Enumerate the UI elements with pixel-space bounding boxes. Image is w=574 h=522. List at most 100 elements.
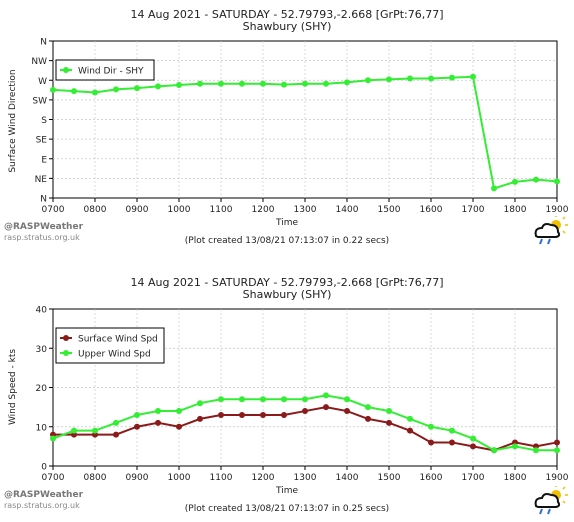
data-point (344, 408, 350, 415)
x-tick-label: 1700 (462, 205, 485, 215)
x-tick-label: 0700 (42, 473, 65, 483)
y-tick-label: 10 (36, 423, 48, 433)
x-tick-label: 1100 (210, 473, 233, 483)
data-point (470, 435, 476, 442)
weather-logo-icon (534, 486, 568, 515)
data-point (260, 396, 266, 403)
legend-marker (63, 350, 69, 356)
data-point (281, 396, 287, 403)
data-point (449, 74, 455, 81)
data-point (554, 439, 560, 446)
data-point (50, 435, 56, 442)
y-tick-label: 30 (36, 345, 48, 355)
wind-speed-plot: 0 10 20 30 40 0700 0800 0900 1000 1100 1200 1300 140… (36, 306, 569, 484)
data-point (344, 396, 350, 403)
x-axis-label: Time (275, 486, 299, 496)
data-point (155, 83, 161, 90)
data-point (218, 411, 224, 418)
data-point (302, 80, 308, 87)
x-tick-label: 1300 (294, 473, 317, 483)
data-point (533, 176, 539, 183)
x-tick-label: 1200 (252, 205, 275, 215)
data-point (176, 82, 182, 89)
y-tick-label: 40 (36, 306, 48, 316)
data-point (155, 408, 161, 415)
data-point (386, 76, 392, 83)
data-point (134, 85, 140, 92)
data-point (470, 73, 476, 80)
y-tick-label: W (38, 77, 47, 87)
y-tick-label: SW (32, 96, 47, 106)
data-point (113, 419, 119, 426)
y-tick-label: N (40, 195, 47, 205)
legend-label: Surface Wind Spd (78, 335, 158, 345)
legend-label: Wind Dir - SHY (78, 67, 144, 77)
credit-site: rasp.stratus.org.uk (4, 233, 80, 242)
data-point (281, 81, 287, 88)
data-point (281, 411, 287, 418)
x-tick-label: 1700 (462, 473, 485, 483)
data-point (512, 178, 518, 185)
data-point (92, 89, 98, 96)
chart-title-line1: 14 Aug 2021 - SATURDAY - 52.79793,-2.668… (130, 8, 444, 21)
data-point (155, 419, 161, 426)
x-tick-label: 1400 (336, 473, 359, 483)
x-tick-label: 0800 (84, 473, 107, 483)
x-tick-label: 1000 (168, 473, 191, 483)
chart-title-line2: Shawbury (SHY) (242, 288, 332, 301)
data-point (533, 447, 539, 454)
data-point (239, 411, 245, 418)
credit-name: @RASPWeather (4, 222, 84, 232)
data-point (176, 423, 182, 430)
data-point (323, 80, 329, 87)
data-point (197, 400, 203, 407)
data-point (491, 447, 497, 454)
data-point (365, 404, 371, 411)
x-tick-label: 1800 (504, 473, 527, 483)
data-point (428, 423, 434, 430)
data-point (428, 439, 434, 446)
data-point (449, 427, 455, 434)
credit-site: rasp.stratus.org.uk (4, 501, 80, 510)
data-point (302, 396, 308, 403)
data-point (134, 411, 140, 418)
legend-label: Upper Wind Spd (78, 350, 151, 360)
x-tick-label: 1600 (420, 205, 443, 215)
data-point (407, 427, 413, 434)
x-tick-label: 1200 (252, 473, 275, 483)
legend-marker (63, 335, 69, 341)
x-tick-label: 0800 (84, 205, 107, 215)
x-tick-label: 1600 (420, 473, 443, 483)
y-tick-label: NE (35, 175, 48, 185)
data-point (113, 431, 119, 438)
data-point (365, 77, 371, 84)
y-tick-label: 0 (41, 463, 47, 473)
x-tick-label: 1900 (546, 473, 569, 483)
x-axis-label: Time (275, 218, 299, 228)
data-point (554, 447, 560, 454)
data-point (407, 415, 413, 422)
data-point (554, 178, 560, 185)
data-point (428, 75, 434, 82)
data-point (302, 408, 308, 415)
data-point (512, 443, 518, 450)
data-point (218, 80, 224, 87)
data-point (386, 419, 392, 426)
y-tick-label: NW (31, 57, 47, 67)
chart-title-line2: Shawbury (SHY) (242, 20, 332, 33)
data-point (407, 75, 413, 82)
data-point (323, 392, 329, 399)
data-point (176, 408, 182, 415)
data-point (239, 396, 245, 403)
data-point (92, 427, 98, 434)
wind-direction-panel: 14 Aug 2021 - SATURDAY - 52.79793,-2.668… (4, 8, 569, 247)
x-tick-label: 1000 (168, 205, 191, 215)
data-point (197, 415, 203, 422)
weather-logo-icon (534, 216, 568, 245)
data-point (365, 415, 371, 422)
x-tick-label: 1500 (378, 473, 401, 483)
x-tick-label: 0900 (126, 205, 149, 215)
data-point (50, 86, 56, 93)
wind-speed-panel: 14 Aug 2021 - SATURDAY - 52.79793,-2.668… (0, 261, 574, 522)
